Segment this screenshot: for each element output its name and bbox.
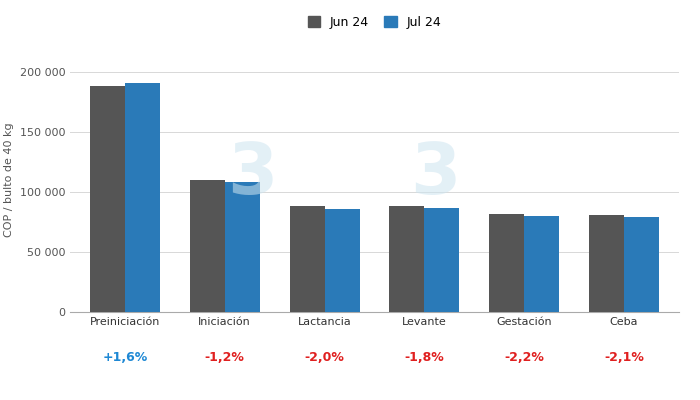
Text: -1,8%: -1,8% [405,351,444,364]
Text: 3: 3 [410,140,461,209]
Text: -1,2%: -1,2% [205,351,245,364]
Bar [524,216,559,312]
Bar [489,214,524,312]
Text: 3: 3 [228,140,278,209]
Bar [389,206,424,312]
Y-axis label: COP / bulto de 40 kg: COP / bulto de 40 kg [4,123,14,237]
Bar [290,206,325,312]
Bar [90,86,125,312]
Bar [424,208,459,312]
Bar [589,215,624,312]
Text: -2,0%: -2,0% [304,351,344,364]
Text: -2,2%: -2,2% [504,351,544,364]
Bar [325,208,360,312]
Bar [125,83,160,312]
Bar [624,217,659,312]
Legend: Jun 24, Jul 24: Jun 24, Jul 24 [304,12,445,32]
Text: -2,1%: -2,1% [604,351,644,364]
Bar [225,182,260,312]
Bar [190,180,225,312]
Text: +1,6%: +1,6% [102,351,148,364]
